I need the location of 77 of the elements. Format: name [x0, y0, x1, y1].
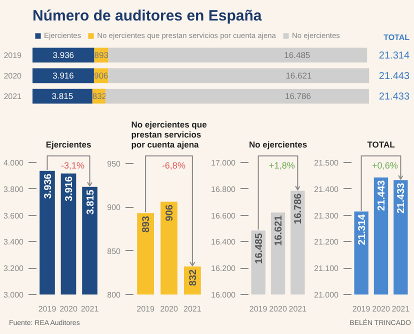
y-tick-label: 2019 — [4, 51, 22, 60]
data-label: 906 — [164, 204, 176, 222]
chart-title: Ejercientes — [46, 140, 92, 150]
y-tick-label: 3.600 — [3, 211, 24, 220]
annotation: +0,6% — [372, 160, 398, 171]
annotation: -3,1% — [60, 160, 85, 171]
data-label: 21.443 — [376, 180, 388, 211]
y-tick-label: 21.400 — [314, 184, 340, 194]
data-label: 16.786 — [284, 91, 312, 102]
x-tick-label: 2019 — [38, 304, 57, 314]
total-label: 21.443 — [378, 71, 410, 82]
y-tick-label: 16.400 — [211, 238, 236, 247]
y-tick-label: 16.800 — [211, 184, 236, 194]
x-tick-label: 2021 — [80, 304, 100, 314]
bar — [32, 68, 94, 84]
data-label: 893 — [141, 215, 152, 233]
bar — [108, 48, 368, 63]
data-label: 832 — [188, 268, 199, 286]
x-tick-label: 2020 — [60, 304, 78, 314]
y-tick-label: 900 — [107, 203, 122, 212]
data-label: 3.916 — [64, 176, 75, 202]
data-label: 832 — [92, 91, 107, 102]
y-tick-label: 21.300 — [314, 211, 340, 220]
text: TOTAL — [384, 33, 410, 42]
chart-title: Número de auditores en España — [32, 8, 262, 24]
total-label: 21.314 — [378, 50, 410, 62]
x-tick-label: 2021 — [392, 304, 410, 314]
y-tick-label: 16.600 — [211, 211, 236, 220]
data-label: 906 — [94, 70, 108, 81]
data-label: 16.786 — [293, 193, 304, 224]
y-tick-label: 2021 — [4, 92, 22, 102]
data-label: 16.621 — [274, 214, 284, 246]
x-tick-label: 2019 — [136, 304, 156, 314]
data-label: 21.433 — [396, 182, 408, 214]
data-label: 3.815 — [52, 91, 74, 102]
bar — [105, 88, 369, 104]
data-label: 21.314 — [356, 214, 368, 245]
x-tick-label: 2019 — [249, 304, 268, 314]
y-tick-label: 21.000 — [314, 290, 340, 300]
y-tick-label: 2020 — [4, 72, 22, 81]
y-tick-label: 16.200 — [211, 264, 236, 274]
data-label: 16.485 — [284, 50, 310, 60]
bar — [32, 48, 94, 63]
data-label: 3.936 — [52, 50, 74, 60]
annotation: +1,8% — [269, 160, 295, 171]
x-tick-label: 2020 — [372, 304, 390, 314]
y-tick-label: 800 — [107, 290, 122, 300]
y-tick-label: 17.000 — [211, 158, 236, 168]
y-tick-label: 16.000 — [211, 290, 236, 300]
chart-title: TOTAL — [367, 140, 395, 150]
bar — [108, 68, 370, 84]
y-tick-label: 3.200 — [3, 264, 24, 274]
data-label: 3.936 — [42, 173, 54, 199]
bar — [32, 88, 92, 104]
data-label: 3.916 — [52, 70, 74, 81]
y-tick-label: 4.000 — [3, 158, 24, 168]
y-tick-label: 3.000 — [3, 290, 24, 300]
y-tick-label: 21.200 — [314, 238, 340, 247]
data-label: 893 — [94, 50, 109, 60]
total-label: 21.433 — [378, 92, 410, 103]
chart-title: No ejercientes — [248, 140, 308, 150]
data-label: 3.815 — [85, 189, 96, 215]
y-tick-label: 21.100 — [314, 264, 340, 274]
y-tick-label: 850 — [107, 246, 122, 256]
x-tick-label: 2020 — [160, 304, 178, 314]
x-tick-label: 2021 — [288, 304, 308, 314]
y-tick-label: 21.500 — [314, 158, 340, 168]
data-label: 16.621 — [286, 70, 312, 81]
x-tick-label: 2019 — [352, 304, 371, 314]
y-tick-label: 3.800 — [3, 184, 24, 194]
x-tick-label: 2021 — [184, 304, 202, 314]
chart-title: No ejercientes que prestan servicios por cuenta ajena — [131, 120, 208, 150]
y-tick-label: 3.400 — [3, 238, 24, 247]
data-label: 16.485 — [254, 232, 265, 264]
x-tick-label: 2020 — [269, 304, 288, 314]
y-tick-label: 950 — [107, 159, 122, 168]
annotation: -6,8% — [162, 160, 186, 171]
